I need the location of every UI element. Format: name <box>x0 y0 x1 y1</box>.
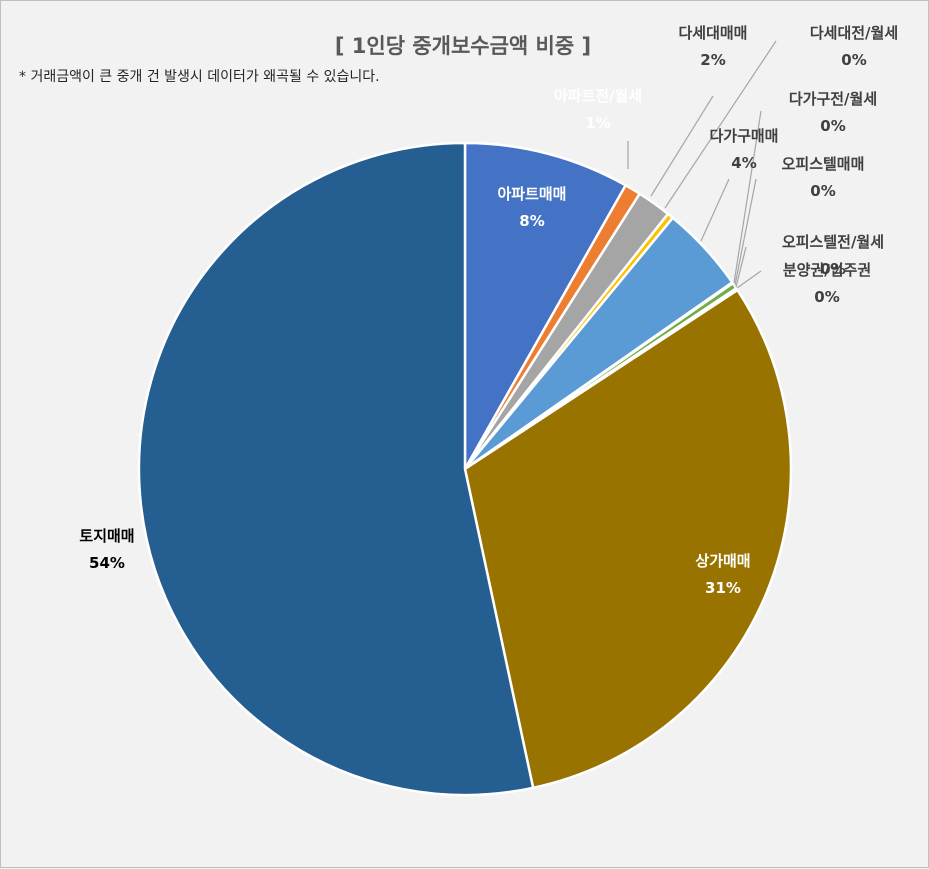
slice-name-다가구전-월세: 다가구전/월세 <box>789 90 877 108</box>
slice-percent-다가구전-월세: 0% <box>820 117 845 135</box>
slice-name-분양권-입주권: 분양권/입주권 <box>783 261 871 279</box>
leader-line-다세대매매 <box>650 95 714 197</box>
pie-slice-상가매매 <box>463 288 793 790</box>
leader-lines <box>627 40 777 289</box>
slice-name-다가구매매: 다가구매매 <box>709 127 778 145</box>
leader-line-다세대전-월세 <box>664 40 777 209</box>
slice-name-아파트매매: 아파트매매 <box>497 185 566 203</box>
leader-line-오피스텔매매 <box>734 178 757 286</box>
leader-line-다가구전-월세 <box>733 110 762 284</box>
slice-percent-아파트전-월세: 1% <box>585 114 610 132</box>
slice-percent-오피스텔전-월세: 0% <box>820 260 845 278</box>
slice-name-다세대매매: 다세대매매 <box>678 24 747 42</box>
leader-line-오피스텔전-월세 <box>735 246 747 288</box>
slice-percent-다세대매매: 2% <box>700 51 725 69</box>
pie-slices <box>137 141 793 797</box>
slice-percent-분양권-입주권: 0% <box>814 288 839 306</box>
leader-line-분양권-입주권 <box>736 270 762 289</box>
pie-slice-아파트매매 <box>463 141 627 471</box>
slice-percent-아파트매매: 8% <box>519 212 544 230</box>
chart-title: [ 1인당 중개보수금액 비중 ] <box>335 34 591 58</box>
slice-percent-토지매매: 54% <box>89 554 125 572</box>
slice-name-오피스텔전-월세: 오피스텔전/월세 <box>782 233 884 251</box>
slice-name-다세대전-월세: 다세대전/월세 <box>810 24 898 42</box>
chart-subtitle: * 거래금액이 큰 중개 건 발생시 데이터가 왜곡될 수 있습니다. <box>19 69 380 85</box>
slice-name-오피스텔매매: 오피스텔매매 <box>782 155 865 173</box>
slice-labels: 아파트매매 8% 아파트전/월세 1% 다세대매매 2% 다세대전/월세 0% 다가구매매 4% 다… <box>79 24 898 597</box>
slice-percent-오피스텔매매: 0% <box>810 182 835 200</box>
slice-percent-상가매매: 31% <box>705 579 741 597</box>
slice-percent-다세대전-월세: 0% <box>841 51 866 69</box>
leader-line-다가구매매 <box>700 178 730 242</box>
slice-name-아파트전-월세: 아파트전/월세 <box>554 87 642 105</box>
pie-slice-토지매매 <box>137 141 535 797</box>
slice-name-상가매매: 상가매매 <box>695 552 750 570</box>
slice-name-토지매매: 토지매매 <box>79 527 134 545</box>
slice-percent-다가구매매: 4% <box>731 154 756 172</box>
